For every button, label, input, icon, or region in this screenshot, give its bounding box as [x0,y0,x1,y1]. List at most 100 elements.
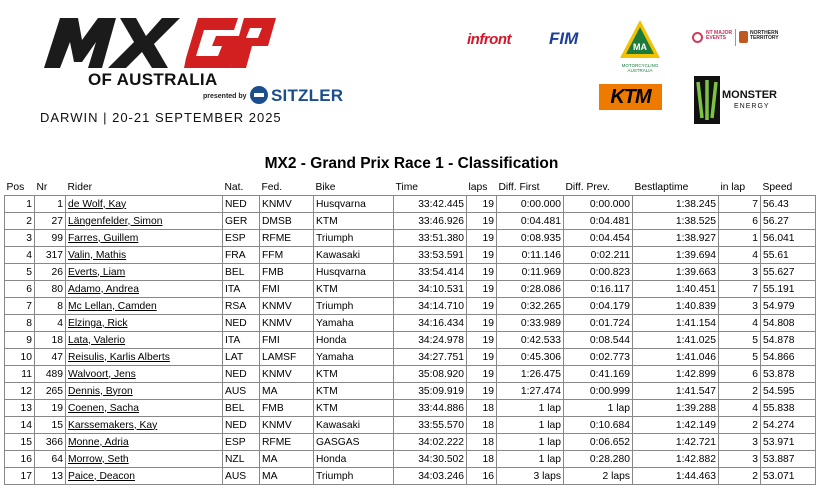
cell-laps: 19 [466,365,497,383]
cell-bike: Yamaha [313,314,394,332]
cell-diff-prev: 0:00.823 [563,263,633,281]
svg-text:ENERGY: ENERGY [734,103,770,110]
cell-nat: FRA [222,246,260,264]
cell-fed: MA [259,450,314,468]
cell-time: 34:27.751 [393,348,467,366]
svg-text:MA: MA [633,42,647,52]
cell-rider[interactable]: Morrow, Seth [65,450,223,468]
cell-bike: Kawasaki [313,246,394,264]
cell-diff-first: 0:04.481 [496,212,564,230]
cell-nat: LAT [222,348,260,366]
cell-speed: 54.866 [760,348,816,366]
col-header-bike: Bike [313,179,394,196]
cell-nr: 18 [34,331,66,349]
cell-speed: 56.27 [760,212,816,230]
cell-bike: Kawasaki [313,416,394,434]
cell-rider[interactable]: Elzinga, Rick [65,314,223,332]
cell-time: 34:16.434 [393,314,467,332]
cell-nr: 4 [34,314,66,332]
cell-diff-first: 0:45.306 [496,348,564,366]
cell-rider[interactable]: Dennis, Byron [65,382,223,400]
cell-speed: 53.071 [760,467,816,485]
cell-nr: 99 [34,229,66,247]
cell-diff-prev: 0:02.773 [563,348,633,366]
cell-nat: GER [222,212,260,230]
cell-pos: 16 [4,450,35,468]
cell-bike: Husqvarna [313,195,394,213]
cell-rider[interactable]: Reisulis, Karlis Alberts [65,348,223,366]
cell-rider[interactable]: Karssemakers, Kay [65,416,223,434]
cell-rider[interactable]: Valin, Mathis [65,246,223,264]
cell-speed: 53.887 [760,450,816,468]
cell-fed: MA [259,467,314,485]
cell-pos: 6 [4,280,35,298]
cell-bike: Triumph [313,467,394,485]
table-row: 11 489 Walvoort, Jens NED KNMV KTM 35:08.920 19… [4,365,816,383]
cell-rider[interactable]: Monne, Adria [65,433,223,451]
table-row: 3 99 Farres, Guillem ESP RFME Triumph 33:51.38… [4,229,816,247]
cell-rider[interactable]: Längenfelder, Simon [65,212,223,230]
cell-pos: 8 [4,314,35,332]
cell-time: 33:53.591 [393,246,467,264]
cell-laps: 19 [466,212,497,230]
cell-diff-first: 0:32.265 [496,297,564,315]
cell-pos: 3 [4,229,35,247]
cell-diff-first: 1:27.474 [496,382,564,400]
cell-laps: 16 [466,467,497,485]
cell-in-lap: 6 [718,212,761,230]
cell-nat: RSA [222,297,260,315]
cell-rider[interactable]: Farres, Guillem [65,229,223,247]
cell-diff-prev: 0:04.179 [563,297,633,315]
cell-speed: 55.191 [760,280,816,298]
cell-pos: 13 [4,399,35,417]
table-row: 16 64 Morrow, Seth NZL MA Honda 34:30.502 18 1 l… [4,450,816,468]
cell-laps: 19 [466,348,497,366]
cell-laps: 19 [466,331,497,349]
cell-diff-first: 0:11.969 [496,263,564,281]
cell-laps: 18 [466,416,497,434]
cell-rider[interactable]: Mc Lellan, Camden [65,297,223,315]
cell-time: 35:09.919 [393,382,467,400]
cell-pos: 17 [4,467,35,485]
col-header-speed: Speed [760,179,816,196]
cell-in-lap: 4 [718,314,761,332]
cell-time: 33:51.380 [393,229,467,247]
cell-nat: NED [222,365,260,383]
cell-speed: 55.627 [760,263,816,281]
logo-divider [735,29,736,46]
cell-rider[interactable]: de Wolf, Kay [65,195,223,213]
cell-rider[interactable]: Everts, Liam [65,263,223,281]
motorcycling-australia-text: MOTORCYCLING AUSTRALIA [621,63,659,73]
cell-diff-first: 1 lap [496,450,564,468]
cell-fed: KNMV [259,365,314,383]
cell-rider[interactable]: Adamo, Andrea [65,280,223,298]
cell-pos: 5 [4,263,35,281]
cell-rider[interactable]: Lata, Valerio [65,331,223,349]
cell-best: 1:40.839 [632,297,719,315]
cell-diff-first: 1 lap [496,416,564,434]
cell-diff-prev: 1 lap [563,399,633,417]
cell-fed: KNMV [259,297,314,315]
cell-pos: 14 [4,416,35,434]
cell-bike: Honda [313,450,394,468]
cell-nr: 26 [34,263,66,281]
cell-diff-prev: 0:41.169 [563,365,633,383]
cell-best: 1:42.721 [632,433,719,451]
cell-time: 33:44.886 [393,399,467,417]
cell-rider[interactable]: Walvoort, Jens [65,365,223,383]
table-header-row: Pos Nr Rider Nat. Fed. Bike Time laps Di… [4,179,816,196]
cell-best: 1:39.663 [632,263,719,281]
cell-in-lap: 4 [718,399,761,417]
cell-rider[interactable]: Paice, Deacon [65,467,223,485]
cell-speed: 54.595 [760,382,816,400]
cell-fed: LAMSF [259,348,314,366]
cell-bike: KTM [313,280,394,298]
cell-best: 1:41.547 [632,382,719,400]
cell-laps: 19 [466,229,497,247]
cell-diff-prev: 0:04.481 [563,212,633,230]
svg-text:MONSTER: MONSTER [722,89,777,101]
event-title: OF AUSTRALIA [88,70,218,89]
cell-time: 34:30.502 [393,450,467,468]
cell-rider[interactable]: Coenen, Sacha [65,399,223,417]
col-header-fed: Fed. [259,179,314,196]
